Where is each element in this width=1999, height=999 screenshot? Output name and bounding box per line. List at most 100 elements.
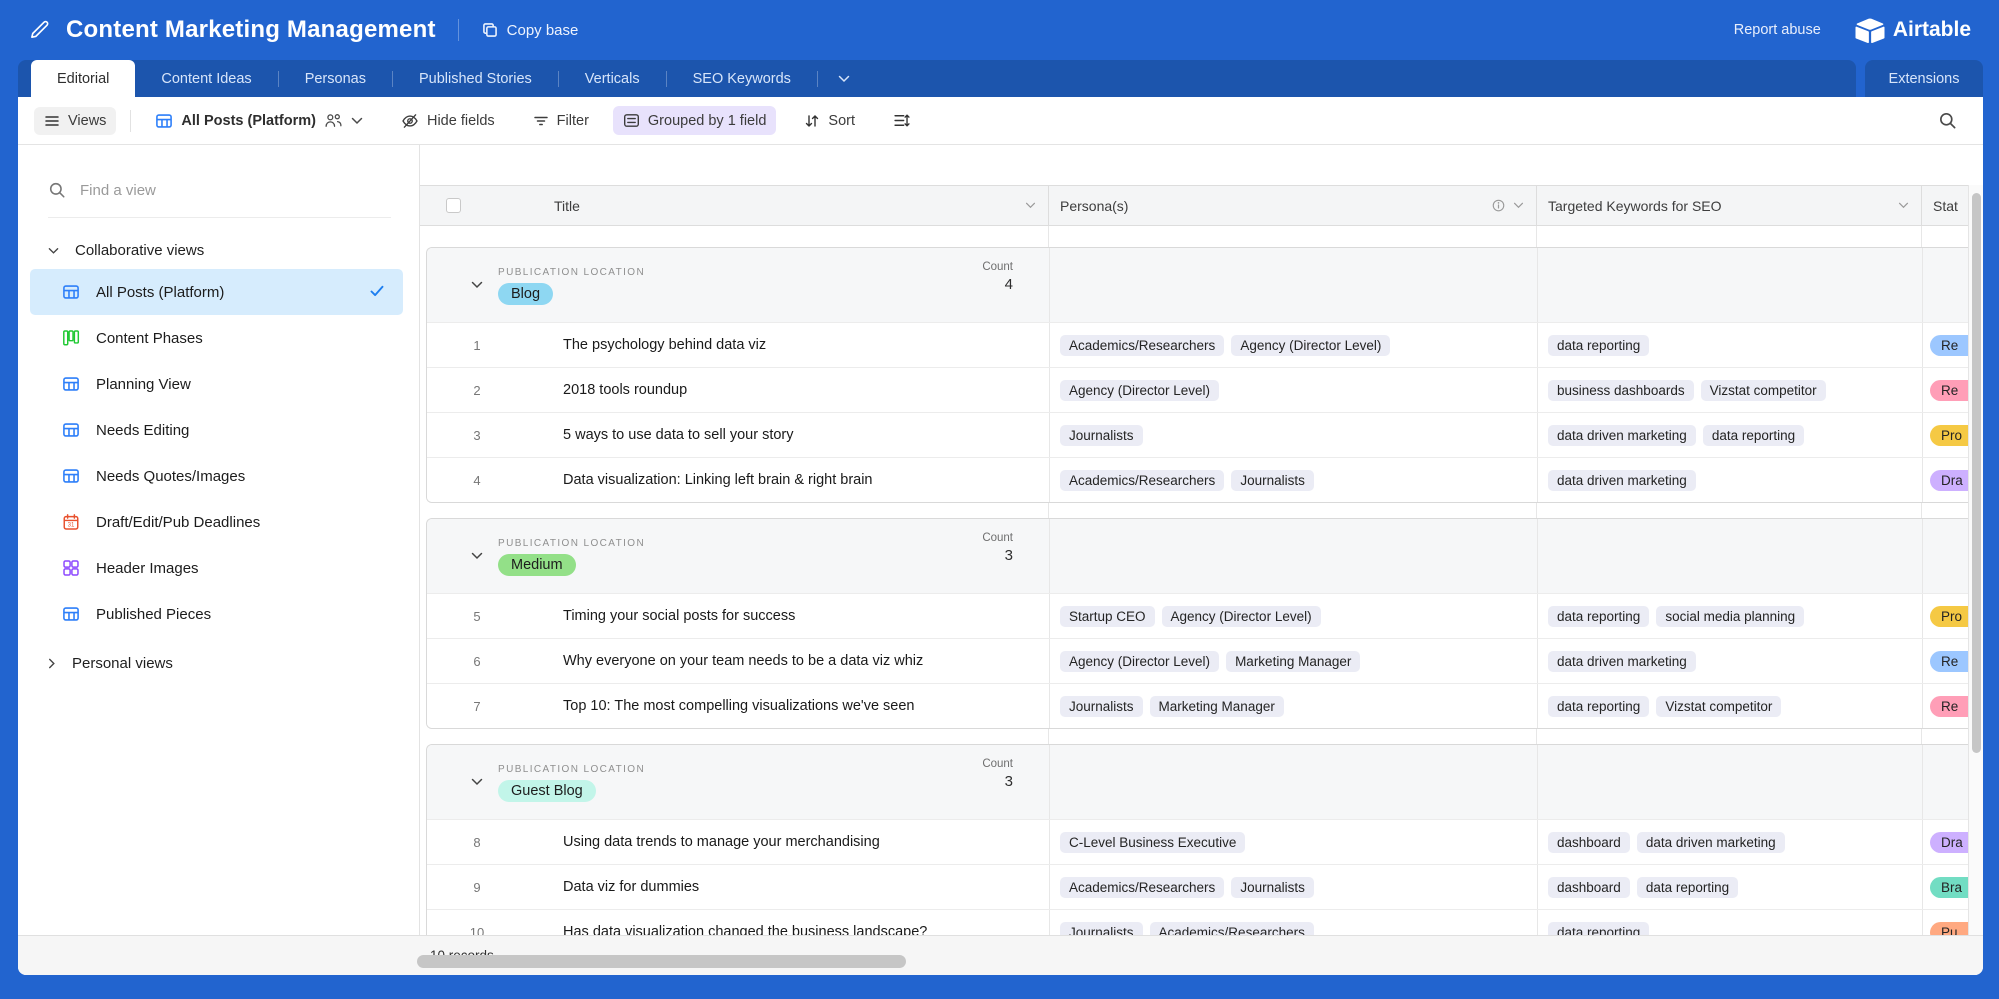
row-title-cell[interactable]: Top 10: The most compelling visualizatio… [563,698,915,714]
personal-views-toggle[interactable]: Personal views [48,655,419,672]
current-view-button[interactable]: All Posts (Platform) [145,106,373,136]
row-height-button[interactable] [883,106,920,135]
tab-separator [816,70,818,87]
table-row[interactable]: 3 5 ways to use data to sell your story J… [427,412,1983,457]
row-title-cell[interactable]: 5 ways to use data to sell your story [563,427,794,443]
row-title-cell[interactable]: Why everyone on your team needs to be a … [563,653,924,669]
table-row[interactable]: 8 Using data trends to manage your mercha… [427,819,1983,864]
personas-cell[interactable]: Journalists Marketing Manager [1049,684,1537,728]
table-row[interactable]: 1 The psychology behind data viz Academic… [427,322,1983,367]
personas-cell[interactable]: Academics/Researchers Agency (Director Le… [1049,323,1537,367]
tab-content-ideas[interactable]: Content Ideas [161,70,252,87]
vertical-scrollbar-thumb[interactable] [1972,193,1981,753]
sidebar-item-planning-view[interactable]: Planning View [30,361,403,407]
table-row[interactable]: 6 Why everyone on your team needs to be a… [427,638,1983,683]
sidebar-item-needs-editing[interactable]: Needs Editing [30,407,403,453]
personas-cell[interactable]: Academics/Researchers Journalists [1049,458,1537,502]
chevron-down-icon[interactable] [1513,202,1524,209]
row-title-cell[interactable]: Has data visualization changed the busin… [563,924,928,935]
select-token: Journalists [1231,469,1314,491]
personas-cell[interactable]: Agency (Director Level) [1049,368,1537,412]
filter-button[interactable]: Filter [523,107,599,135]
column-header-status[interactable]: Stat [1933,197,1958,214]
sidebar-item-content-phases[interactable]: Content Phases [30,315,403,361]
row-title-cell[interactable]: Using data trends to manage your merchan… [563,834,880,850]
sidebar-item-draft-edit-pub-deadlines[interactable]: 31 Draft/Edit/Pub Deadlines [30,499,403,545]
personas-cell[interactable]: Startup CEO Agency (Director Level) [1049,594,1537,638]
personas-cell[interactable]: Journalists Academics/Researchers [1049,910,1537,935]
table-row[interactable]: 9 Data viz for dummies Academics/Research… [427,864,1983,909]
airtable-brand[interactable]: Airtable [1855,17,1971,43]
report-abuse-link[interactable]: Report abuse [1733,22,1821,38]
group-value-pill: Medium [498,554,576,576]
keywords-cell[interactable]: business dashboards Vizstat competitor [1537,368,1922,412]
sidebar-item-published-pieces[interactable]: Published Pieces [30,591,403,637]
horizontal-scrollbar-thumb[interactable] [417,955,906,968]
tab-published-stories[interactable]: Published Stories [418,70,532,87]
keywords-cell[interactable]: data driven marketing data reporting [1537,413,1922,457]
base-title: Content Marketing Management [66,16,436,43]
group-medium: PUBLICATION LOCATION Medium Count 3 5 Tim… [426,518,1983,729]
group-collapse-icon[interactable] [471,281,483,289]
personas-cell[interactable]: C-Level Business Executive [1049,820,1537,864]
tab-seo-keywords[interactable]: SEO Keywords [692,70,791,87]
table-row[interactable]: 2 2018 tools roundup Agency (Director Lev… [427,367,1983,412]
sort-button[interactable]: Sort [794,107,865,135]
group-collapse-icon[interactable] [471,552,483,560]
tab-editorial[interactable]: Editorial [31,60,136,97]
row-title-cell[interactable]: Data viz for dummies [563,879,700,895]
row-title-cell[interactable]: Timing your social posts for success [563,608,796,624]
tab-verticals[interactable]: Verticals [584,70,640,87]
find-view-input[interactable]: Find a view [48,181,391,218]
chevron-down-icon[interactable] [1025,202,1036,209]
more-tabs-button[interactable] [818,75,870,83]
keywords-cell[interactable]: data reporting Vizstat competitor [1537,684,1922,728]
row-title-cell[interactable]: The psychology behind data viz [563,337,767,353]
column-header-personas[interactable]: Persona(s) [1060,197,1129,214]
select-token: social media planning [1656,605,1805,627]
keywords-cell[interactable]: data reporting [1537,910,1922,935]
tab-extensions[interactable]: Extensions [1865,60,1983,97]
personas-cell[interactable]: Agency (Director Level) Marketing Manager [1049,639,1537,683]
hide-fields-button[interactable]: Hide fields [391,106,505,136]
row-title-cell[interactable]: Data visualization: Linking left brain &… [563,472,873,488]
personas-cell[interactable]: Academics/Researchers Journalists [1049,865,1537,909]
sidebar-item-header-images[interactable]: Header Images [30,545,403,591]
group-header[interactable]: PUBLICATION LOCATION Blog Count 4 [427,248,1983,322]
group-field-label: PUBLICATION LOCATION [498,538,646,549]
keywords-cell[interactable]: dashboard data reporting [1537,865,1922,909]
grouped-by-button[interactable]: Grouped by 1 field [612,106,777,135]
column-header-keywords[interactable]: Targeted Keywords for SEO [1548,197,1722,214]
table-row[interactable]: 4 Data visualization: Linking left brain … [427,457,1983,502]
group-header[interactable]: PUBLICATION LOCATION Medium Count 3 [427,519,1983,593]
tab-separator [557,70,559,87]
search-button[interactable] [1928,105,1967,136]
keywords-cell[interactable]: data reporting social media planning [1537,594,1922,638]
collaborative-views-toggle[interactable]: Collaborative views [48,242,419,259]
table-row[interactable]: 7 Top 10: The most compelling visualizati… [427,683,1983,728]
table-row[interactable]: 10 Has data visualization changed the bus… [427,909,1983,935]
sidebar-item-all-posts-platform[interactable]: All Posts (Platform) [30,269,403,315]
group-collapse-icon[interactable] [471,778,483,786]
select-all-checkbox[interactable] [446,198,461,213]
views-button[interactable]: Views [34,106,117,135]
group-count: Count 3 [982,758,1013,790]
row-title-cell[interactable]: 2018 tools roundup [563,382,688,398]
group-header[interactable]: PUBLICATION LOCATION Guest Blog Count 3 [427,745,1983,819]
keywords-cell[interactable]: dashboard data driven marketing [1537,820,1922,864]
keywords-cell[interactable]: data driven marketing [1537,458,1922,502]
grid-view-icon [62,467,80,485]
tab-personas[interactable]: Personas [304,70,366,87]
copy-base-button[interactable]: Copy base [481,21,578,39]
chevron-down-icon[interactable] [1898,202,1909,209]
column-header-title[interactable]: Title [554,197,580,214]
personas-cell[interactable]: Journalists [1049,413,1537,457]
calendar-view-icon: 31 [62,513,80,531]
sidebar-item-needs-quotes-images[interactable]: Needs Quotes/Images [30,453,403,499]
pencil-icon[interactable] [28,19,50,41]
table-row[interactable]: 5 Timing your social posts for success St… [427,593,1983,638]
keywords-cell[interactable]: data reporting [1537,323,1922,367]
keywords-cell[interactable]: data driven marketing [1537,639,1922,683]
vertical-scrollbar[interactable] [1968,185,1983,935]
